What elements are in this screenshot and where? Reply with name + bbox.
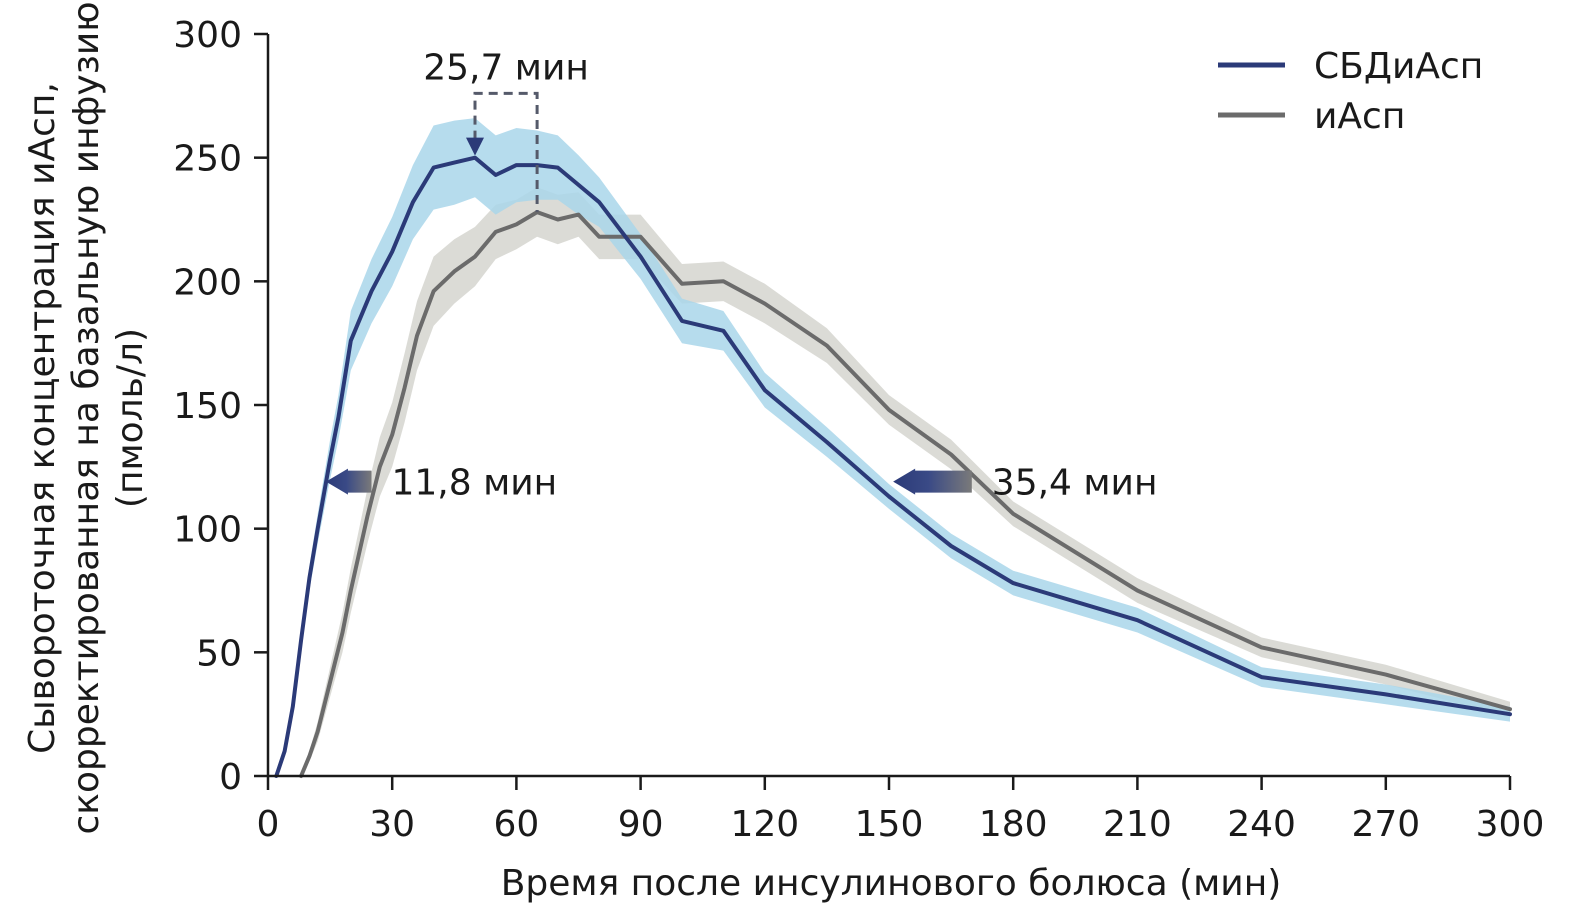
- y-tick-label: 250: [173, 139, 242, 180]
- y-axis-title-line: Сывороточная концентрация иАсп,: [22, 82, 63, 754]
- bracket-arrowhead: [466, 137, 484, 156]
- x-tick-label: 270: [1351, 804, 1420, 845]
- annotation-arrow-label: 11,8 мин: [392, 463, 558, 504]
- y-tick-label: 300: [173, 15, 242, 56]
- annotation-25-7-min: 25,7 мин: [423, 47, 589, 88]
- x-tick-label: 0: [257, 804, 280, 845]
- legend-label: иАсп: [1314, 96, 1405, 137]
- x-tick-label: 240: [1227, 804, 1296, 845]
- x-tick-label: 120: [730, 804, 799, 845]
- x-tick-label: 210: [1103, 804, 1172, 845]
- y-tick-label: 0: [219, 757, 242, 798]
- x-tick-label: 150: [855, 804, 924, 845]
- arrow: [325, 468, 372, 495]
- y-tick-label: 200: [173, 262, 242, 303]
- axis-titles: Время после инсулинового болюса (мин) Сыв…: [22, 1, 1281, 904]
- line-иАсп: [299, 210, 1512, 778]
- band-иАсп: [301, 187, 1511, 777]
- x-tick-label: 180: [979, 804, 1048, 845]
- annotation-arrow-label: 35,4 мин: [992, 463, 1158, 504]
- x-tick-label: 30: [369, 804, 415, 845]
- y-axis-title-line: скорректированная на базальную инфузию: [66, 1, 107, 834]
- series-lines: [274, 155, 1512, 778]
- x-axis-title: Время после инсулинового болюса (мин): [501, 863, 1282, 904]
- y-tick-label: 100: [173, 510, 242, 551]
- y-tick-label: 50: [196, 633, 242, 674]
- legend-label: СБДиАсп: [1314, 46, 1483, 87]
- x-tick-label: 90: [618, 804, 664, 845]
- x-tick-label: 300: [1476, 804, 1545, 845]
- axes: 0 50 100 150 200 250 300 0 30 60 90 120 150 180 210 240…: [173, 15, 1544, 845]
- annotations: 25,7 мин 11,8 мин 35,4 мин: [325, 47, 1158, 504]
- y-axis-title-line: (пмоль/л): [110, 328, 151, 508]
- x-tick-label: 60: [493, 804, 539, 845]
- legend: СБДиАсп иАсп: [1218, 46, 1483, 137]
- confidence-bands: [276, 118, 1511, 777]
- line-СБДиАсп: [274, 155, 1512, 778]
- band-СБДиАсп: [276, 118, 1510, 777]
- y-tick-label: 150: [173, 386, 242, 427]
- arrow: [893, 468, 972, 495]
- bracket-dashed: [473, 91, 539, 213]
